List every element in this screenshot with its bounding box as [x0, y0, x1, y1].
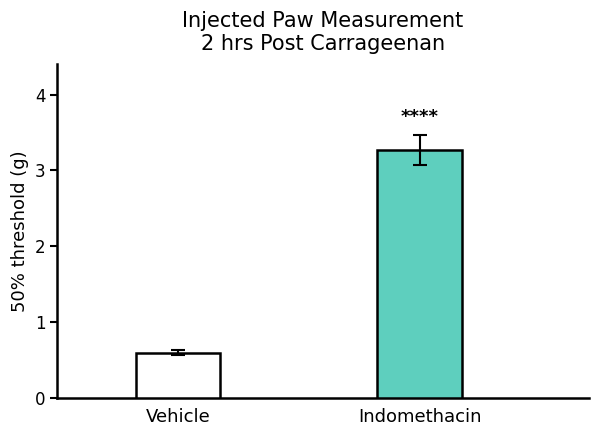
- Bar: [377, 150, 462, 398]
- Text: ****: ****: [401, 108, 439, 126]
- Y-axis label: 50% threshold (g): 50% threshold (g): [11, 150, 29, 312]
- Title: Injected Paw Measurement
2 hrs Post Carrageenan: Injected Paw Measurement 2 hrs Post Carr…: [182, 11, 464, 54]
- Bar: [136, 353, 220, 398]
